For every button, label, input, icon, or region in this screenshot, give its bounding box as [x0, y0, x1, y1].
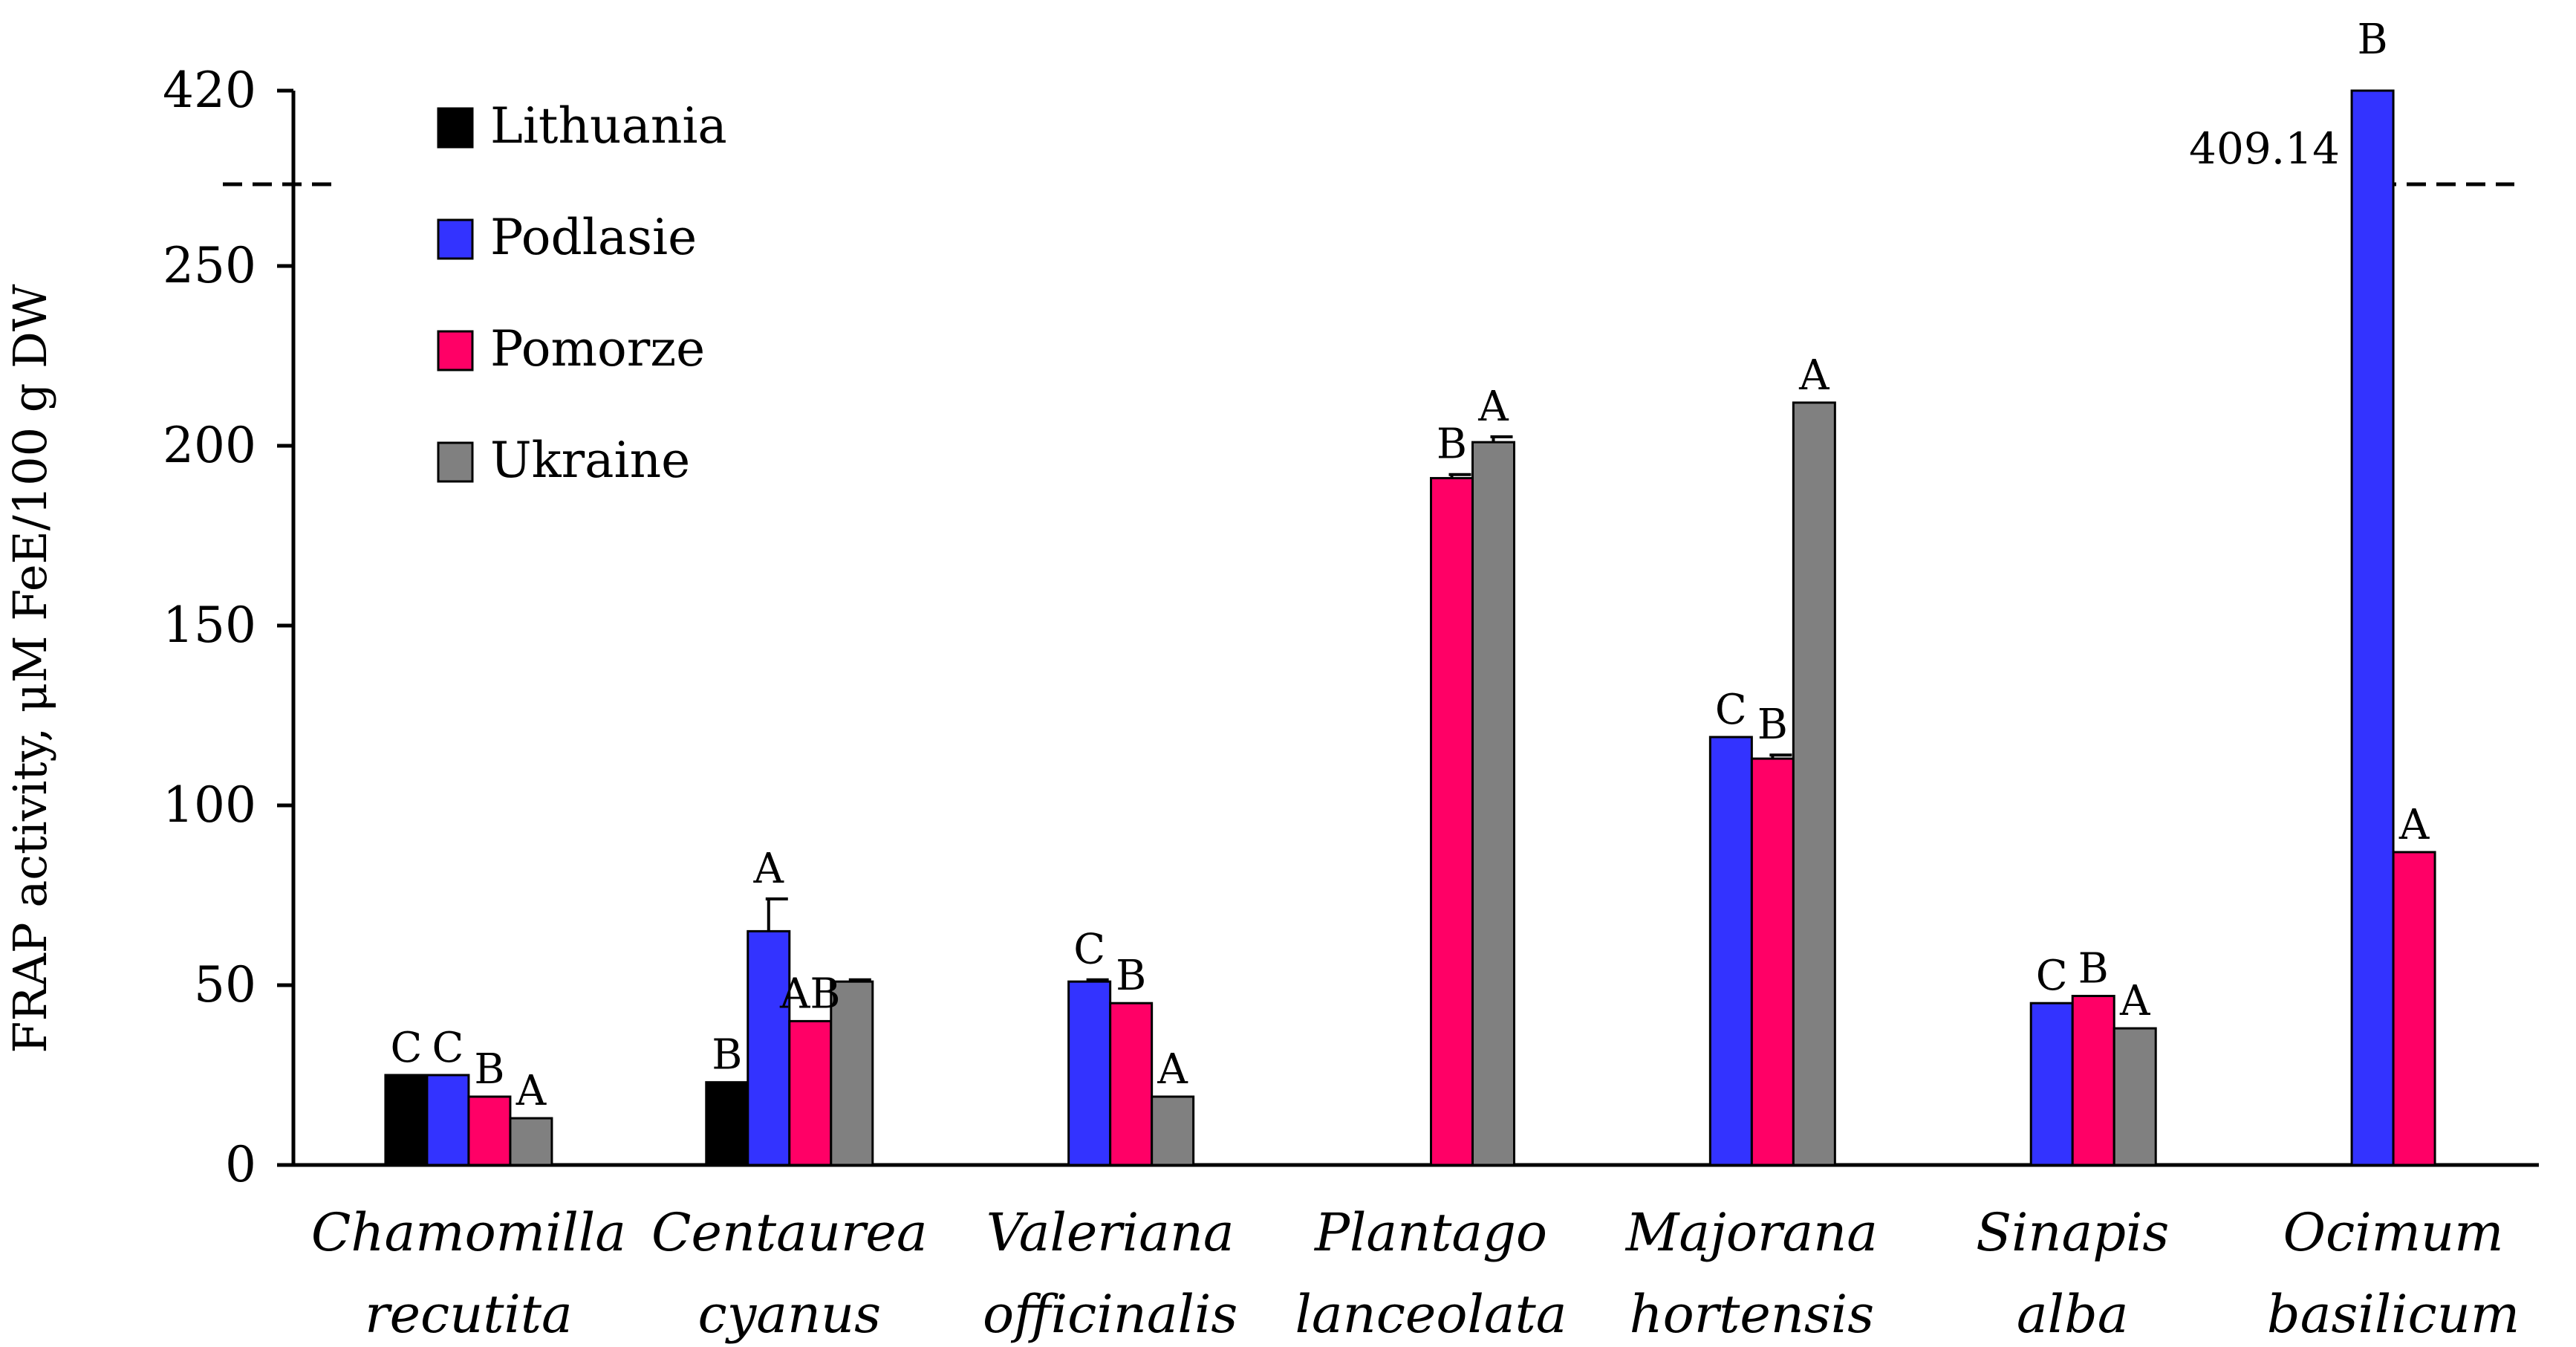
bar-podlasie [747, 929, 791, 1166]
bar-ukraine [2112, 1027, 2157, 1166]
bar-podlasie [1708, 736, 1753, 1166]
bar-lithuania [384, 1074, 429, 1166]
legend: Lithuania Podlasie Pomorze Ukraine [437, 97, 727, 489]
significance-letter: B [474, 1045, 504, 1094]
y-ticks: 0 50 100 150 200 250 420 [163, 62, 293, 1193]
y-tick-label: 50 [194, 956, 256, 1013]
bar-pomorze [1430, 477, 1474, 1166]
category-label: Majorana [1624, 1202, 1878, 1263]
legend-swatch-lithuania [437, 107, 474, 149]
bars [384, 89, 2436, 1166]
significance-letter: A [1798, 351, 1829, 400]
category-label: Sinapis [1976, 1202, 2169, 1263]
category-label: hortensis [1630, 1284, 1875, 1345]
bar-ukraine [830, 980, 874, 1166]
category-label: alba [2017, 1284, 2129, 1345]
category-label: Ocimum [2283, 1202, 2504, 1263]
significance-letter: A [1477, 383, 1509, 431]
bar-pomorze [2071, 995, 2115, 1166]
significance-letter: B [2357, 16, 2387, 64]
y-tick-label: 100 [163, 776, 256, 834]
y-tick-label: 250 [163, 237, 256, 294]
significance-letter: B [1116, 952, 1146, 1000]
significance-letter: A [753, 845, 784, 893]
y-tick-label: 0 [225, 1136, 256, 1193]
bar-pomorze [1109, 1002, 1154, 1166]
significance-letter: A [2398, 801, 2430, 849]
legend-label-podlasie: Podlasie [490, 209, 697, 266]
y-tick-label: 200 [163, 417, 256, 474]
significance-letter: C [432, 1024, 464, 1072]
significance-letter: AB [779, 970, 841, 1018]
bar-pomorze [1750, 757, 1795, 1166]
bar-podlasie [1067, 980, 1112, 1166]
bar-lithuania [705, 1081, 749, 1166]
significance-letter: B [1437, 421, 1467, 469]
significance-letter: B [2078, 945, 2109, 993]
category-label: recutita [365, 1284, 573, 1345]
significance-letter: A [2119, 977, 2150, 1025]
category-label: Chamomilla [311, 1202, 626, 1263]
y-tick-label: 420 [163, 62, 256, 119]
legend-label-ukraine: Ukraine [490, 432, 690, 489]
legend-label-lithuania: Lithuania [490, 97, 727, 155]
bar-ukraine [1471, 441, 1515, 1166]
axis-break: 409.14 [223, 123, 2514, 186]
bar-pomorze [2392, 851, 2436, 1166]
significance-letter: C [1073, 926, 1105, 974]
category-label: basilicum [2267, 1284, 2520, 1345]
legend-swatch-pomorze [437, 330, 474, 371]
y-tick-label: 150 [163, 597, 256, 654]
bar-ukraine [509, 1117, 553, 1166]
significance-letter: C [2036, 952, 2068, 1000]
y-axis-label: FRAP activity, μM FeE/100 g DW [3, 284, 57, 1053]
significance-letter: A [515, 1067, 547, 1115]
significance-letter: B [712, 1031, 742, 1080]
category-label: Valeriana [986, 1202, 1235, 1263]
bar-pomorze [788, 1019, 833, 1166]
bar-ukraine [1151, 1095, 1195, 1166]
category-label: Plantago [1313, 1202, 1547, 1263]
bar-podlasie [426, 1074, 470, 1166]
category-label: Centaurea [651, 1202, 928, 1263]
bar-ukraine [1792, 401, 1836, 1166]
bar-pomorze [467, 1095, 512, 1166]
bar-podlasie [2350, 89, 2395, 1166]
significance-letter: C [1715, 686, 1747, 734]
category-label: lanceolata [1295, 1284, 1567, 1345]
legend-swatch-ukraine [437, 441, 474, 483]
significance-letter: B [1757, 701, 1788, 749]
legend-label-pomorze: Pomorze [490, 320, 705, 377]
category-label: officinalis [983, 1284, 1237, 1345]
category-labels: Chamomilla recutita Centaurea cyanus Valeria… [311, 1202, 2520, 1345]
category-label: cyanus [697, 1284, 881, 1345]
legend-swatch-podlasie [437, 218, 474, 260]
significance-letter: A [1157, 1045, 1188, 1094]
break-value-label: 409.14 [2189, 123, 2340, 174]
bar-podlasie [2029, 1002, 2074, 1166]
significance-letter: C [390, 1024, 422, 1072]
